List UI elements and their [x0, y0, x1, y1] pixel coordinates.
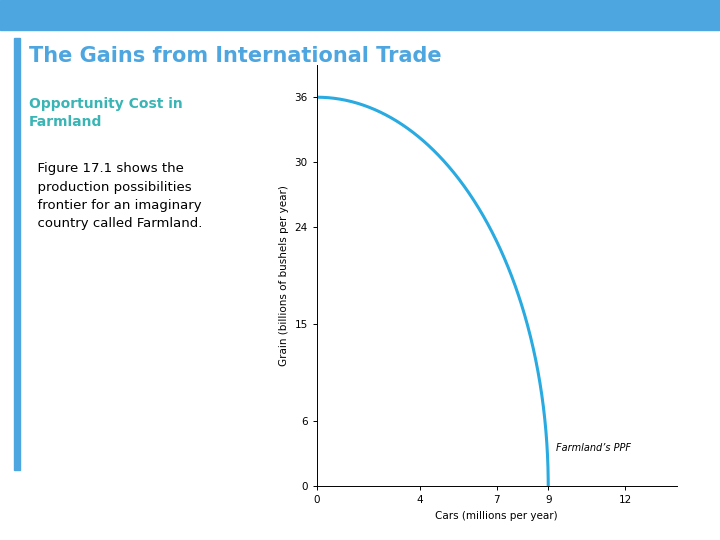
- Text: Farmland’s PPF: Farmland’s PPF: [556, 443, 631, 453]
- X-axis label: Cars (millions per year): Cars (millions per year): [436, 511, 558, 521]
- Text: Figure 17.1 shows the
  production possibilities
  frontier for an imaginary
  c: Figure 17.1 shows the production possibi…: [29, 162, 202, 231]
- Text: The Gains from International Trade: The Gains from International Trade: [29, 46, 441, 66]
- Text: Opportunity Cost in
Farmland: Opportunity Cost in Farmland: [29, 97, 183, 129]
- Y-axis label: Grain (billions of bushels per year): Grain (billions of bushels per year): [279, 185, 289, 366]
